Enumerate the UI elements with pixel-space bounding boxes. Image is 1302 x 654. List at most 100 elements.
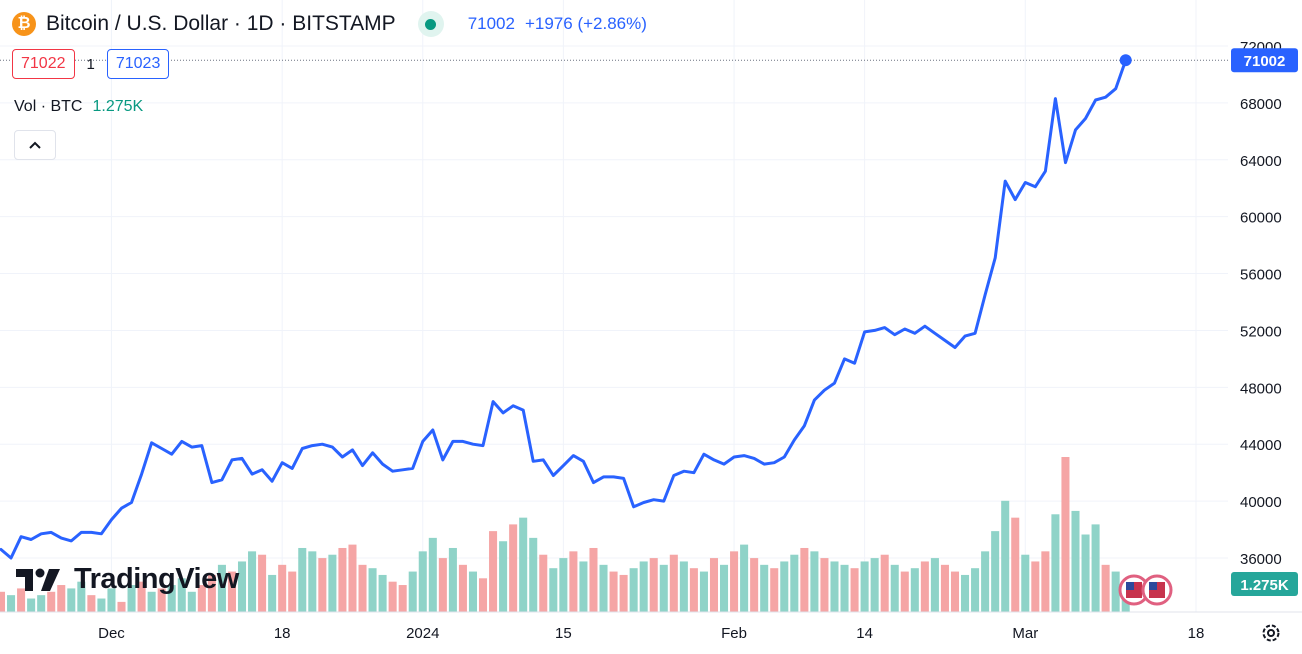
volume-bar (920, 561, 929, 612)
volume-bar (47, 591, 56, 612)
x-tick-label: 18 (274, 625, 291, 642)
volume-bar (509, 524, 518, 612)
volume-bar (227, 571, 236, 612)
y-tick-label: 60000 (1240, 210, 1282, 227)
y-tick-label: 64000 (1240, 153, 1282, 170)
volume-bar (679, 561, 688, 612)
economic-events[interactable] (1118, 574, 1173, 606)
volume-bar (97, 598, 106, 612)
volume-bar (438, 558, 447, 612)
volume-bar (177, 578, 186, 612)
sell-price-button[interactable]: 71022 (12, 49, 75, 79)
logo-text: TradingView (74, 563, 239, 595)
volume-bar (27, 598, 36, 612)
volume-bar (961, 574, 970, 612)
volume-bar (117, 601, 126, 612)
volume-bar (378, 574, 387, 612)
volume-bar (810, 551, 819, 612)
volume-bar (0, 591, 6, 612)
bitcoin-icon: ₿ (12, 12, 36, 36)
time-axis[interactable]: Dec 18 2024 15 Feb 14 Mar 18 (0, 611, 1302, 654)
symbol-header: ₿ Bitcoin / U.S. Dollar · 1D · BITSTAMP … (12, 8, 647, 40)
collapse-legend-button[interactable] (14, 130, 56, 160)
volume-bar (1021, 554, 1030, 612)
buy-price-button[interactable]: 71023 (106, 49, 170, 79)
volume-bar (850, 568, 859, 612)
volume-bar (589, 547, 598, 612)
symbol-title[interactable]: Bitcoin / U.S. Dollar · 1D · BITSTAMP (46, 12, 396, 35)
volume-bar (519, 517, 528, 612)
x-tick-label: Dec (98, 625, 125, 642)
volume-bar (800, 547, 809, 612)
volume-bar (17, 588, 26, 612)
volume-bar (468, 571, 477, 612)
volume-bar (187, 591, 196, 612)
x-tick-label: 14 (856, 625, 873, 642)
axis-value-tags: 71002 1.275K (1231, 48, 1298, 596)
volume-bars (0, 457, 1130, 612)
volume-bar (559, 558, 568, 612)
volume-bar (830, 561, 839, 612)
volume-bar (790, 554, 799, 612)
volume-bar (318, 558, 327, 612)
last-price-point (1119, 54, 1132, 67)
volume-bar (328, 554, 337, 612)
y-tick-label: 44000 (1240, 437, 1282, 454)
volume-bar (258, 554, 267, 612)
volume-bar (408, 571, 417, 612)
y-tick-label: 48000 (1240, 380, 1282, 397)
spread-value: 1 (86, 55, 95, 73)
chevron-up-icon (29, 141, 41, 149)
volume-bar (750, 558, 759, 612)
volume-bar (248, 551, 257, 612)
price-axis-bg (1228, 0, 1302, 620)
x-tick-label: 15 (555, 625, 572, 642)
volume-bar (930, 558, 939, 612)
y-tick-label: 56000 (1240, 267, 1282, 284)
volume-bar (288, 571, 297, 612)
volume-bar (428, 537, 437, 612)
volume-bar (770, 568, 779, 612)
volume-bar (709, 558, 719, 612)
price-change-text: +1976 (+2.86%) (524, 14, 647, 33)
gear-icon (1262, 624, 1280, 642)
volume-bar (197, 585, 206, 612)
volume-bar (820, 558, 829, 612)
volume-bar (1111, 571, 1120, 612)
volume-bar (1081, 534, 1090, 612)
volume-bar (167, 585, 176, 612)
volume-bar (1071, 510, 1080, 612)
tradingview-logo[interactable]: TradingView (16, 563, 239, 596)
volume-bar (900, 571, 909, 612)
volume-value: 1.275K (92, 98, 144, 115)
volume-bar (398, 585, 407, 612)
volume-bar (1091, 524, 1100, 612)
x-tick-label: Feb (721, 625, 747, 642)
volume-bar (609, 571, 618, 612)
price-series-line (0, 58, 1128, 560)
volume-bar (971, 568, 980, 612)
volume-bar (649, 558, 658, 612)
volume-bar (1011, 517, 1020, 612)
volume-bar (448, 547, 457, 612)
chart-settings-button[interactable] (1258, 620, 1284, 646)
volume-bar (207, 574, 216, 612)
volume-bar (489, 531, 498, 612)
volume-bar (599, 564, 608, 612)
volume-bar (298, 547, 307, 612)
price-axis[interactable]: 36000 40000 44000 48000 52000 56000 60000 64000… (1228, 0, 1302, 620)
bid-ask-row: 71022 1 71023 (12, 49, 170, 79)
volume-bar (1051, 514, 1060, 612)
volume-bar (348, 544, 357, 612)
volume-bar (458, 564, 467, 612)
chart-grid (0, 0, 1228, 612)
volume-bar (358, 564, 367, 612)
volume-bar (107, 588, 116, 612)
volume-bar (940, 564, 949, 612)
volume-label: Vol · BTC (14, 98, 83, 115)
volume-bar (478, 578, 488, 612)
volume-bar (278, 564, 287, 612)
volume-bar (147, 591, 156, 612)
volume-bar (760, 564, 769, 612)
